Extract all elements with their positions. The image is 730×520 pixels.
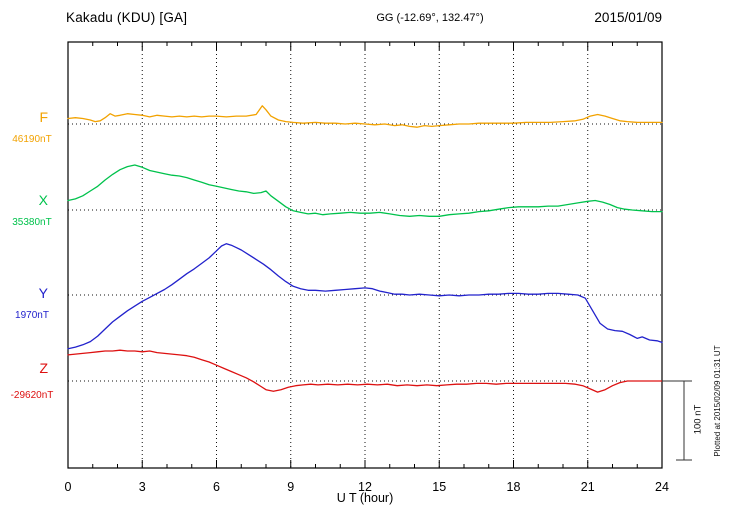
x-tick-label: 15 — [432, 480, 446, 494]
channel-label-f: F — [39, 109, 48, 125]
trace-x — [67, 164, 663, 217]
plotted-at-note: Plotted at 2015/02/09 01:31 UT — [713, 345, 722, 457]
scalebar-label: 100 nT — [692, 404, 704, 435]
trace-y — [67, 243, 663, 350]
baseline-value-z: -29620nT — [10, 390, 54, 401]
x-axis-title: U T (hour) — [336, 491, 394, 505]
x-tick-label: 24 — [655, 480, 669, 494]
baseline-value-y: 1970nT — [15, 310, 49, 321]
baseline-value-x: 35380nT — [12, 217, 52, 228]
channel-label-x: X — [38, 192, 48, 208]
channel-label-y: Y — [38, 285, 48, 301]
trace-z — [67, 349, 663, 393]
trace-f — [67, 105, 663, 128]
x-tick-label: 18 — [507, 480, 521, 494]
x-tick-label: 9 — [287, 480, 294, 494]
x-tick-label: 21 — [581, 480, 595, 494]
x-tick-label: 6 — [213, 480, 220, 494]
geographic-coordinates: GG (-12.69°, 132.47°) — [376, 12, 484, 24]
x-tick-label: 3 — [139, 480, 146, 494]
plot-date: 2015/01/09 — [594, 10, 662, 25]
page-title: Kakadu (KDU) [GA] — [66, 10, 188, 25]
x-tick-label: 0 — [65, 480, 72, 494]
channel-label-z: Z — [39, 360, 48, 376]
baseline-value-f: 46190nT — [12, 134, 52, 145]
x-tick-label: 12 — [358, 480, 372, 494]
